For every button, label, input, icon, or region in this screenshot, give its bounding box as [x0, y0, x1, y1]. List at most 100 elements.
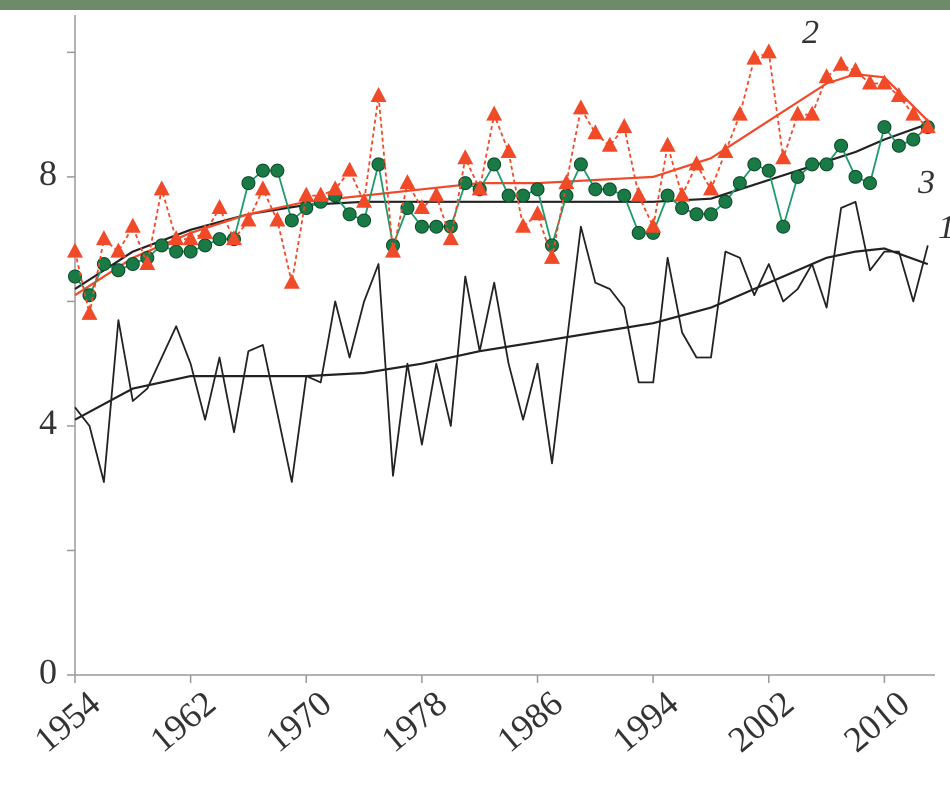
triangle-marker	[212, 199, 228, 214]
triangle-marker	[96, 230, 112, 245]
triangle-marker	[819, 68, 835, 83]
triangle-marker	[110, 243, 126, 258]
circle-marker	[907, 133, 920, 146]
circle-marker	[242, 177, 255, 190]
circle-marker	[372, 158, 385, 171]
circle-marker	[271, 164, 284, 177]
circle-marker	[155, 239, 168, 252]
y-tick-label: 4	[39, 402, 57, 442]
y-tick-label: 8	[39, 153, 57, 193]
triangle-marker	[660, 137, 676, 152]
triangle-marker	[616, 118, 632, 133]
triangle-marker	[327, 180, 343, 195]
circle-marker	[343, 208, 356, 221]
triangle-marker	[573, 99, 589, 114]
circle-marker	[806, 158, 819, 171]
triangle-marker	[544, 249, 560, 264]
triangle-marker	[399, 174, 415, 189]
trend-line	[75, 74, 928, 295]
triangle-marker	[443, 230, 459, 245]
circle-marker	[878, 121, 891, 134]
circle-marker	[199, 239, 212, 252]
circle-marker	[300, 202, 313, 215]
circle-marker	[777, 220, 790, 233]
circle-marker	[502, 189, 515, 202]
triangle-marker	[81, 305, 97, 320]
series-label: 3	[917, 164, 935, 201]
triangle-marker	[631, 187, 647, 202]
circle-marker	[126, 258, 139, 271]
circle-marker	[835, 139, 848, 152]
circle-marker	[256, 164, 269, 177]
circle-marker	[690, 208, 703, 221]
triangle-marker	[457, 149, 473, 164]
triangle-marker	[790, 106, 806, 121]
circle-marker	[415, 220, 428, 233]
circle-marker	[589, 183, 602, 196]
circle-marker	[719, 195, 732, 208]
x-tick-label: 1986	[489, 683, 570, 760]
circle-marker	[618, 189, 631, 202]
triangle-marker	[602, 137, 618, 152]
triangle-marker	[501, 143, 517, 158]
circle-marker	[661, 189, 674, 202]
circle-marker	[430, 220, 443, 233]
circle-marker	[863, 177, 876, 190]
triangle-marker	[732, 106, 748, 121]
series-label: 2	[802, 14, 819, 51]
x-tick-label: 1994	[605, 683, 686, 760]
triangle-marker	[775, 149, 791, 164]
x-tick-label: 1954	[27, 683, 108, 760]
circle-marker	[574, 158, 587, 171]
series-label: 1	[938, 209, 950, 246]
circle-marker	[632, 226, 645, 239]
triangle-marker	[703, 180, 719, 195]
x-tick-label: 2002	[720, 683, 801, 760]
chart: 0 4 8 1954 1962 1970 1978 1986 1994 2002 2010 13 2	[0, 0, 950, 793]
triangle-marker	[587, 124, 603, 139]
circle-marker	[603, 183, 616, 196]
triangle-marker	[486, 106, 502, 121]
triangle-marker	[833, 56, 849, 71]
triangle-marker	[674, 187, 690, 202]
x-tick-label: 2010	[836, 683, 917, 760]
circle-marker	[892, 139, 905, 152]
circle-marker	[791, 170, 804, 183]
triangle-marker	[891, 87, 907, 102]
triangle-marker	[154, 180, 170, 195]
circle-marker	[820, 158, 833, 171]
triangle-marker	[746, 50, 762, 65]
trend-line	[75, 124, 928, 289]
triangle-marker	[515, 218, 531, 233]
triangle-marker	[848, 62, 864, 77]
x-tick-label: 1978	[373, 683, 454, 760]
circle-marker	[849, 170, 862, 183]
circle-marker	[112, 264, 125, 277]
circle-marker	[285, 214, 298, 227]
circle-marker	[560, 189, 573, 202]
y-tick-label: 0	[39, 651, 57, 691]
triangle-marker	[689, 155, 705, 170]
triangle-marker	[371, 87, 387, 102]
circle-marker	[733, 177, 746, 190]
circle-marker	[358, 214, 371, 227]
x-tick-label: 1970	[258, 683, 339, 760]
circle-marker	[748, 158, 761, 171]
triangle-marker	[761, 43, 777, 58]
trend-line	[75, 249, 928, 420]
triangle-marker	[804, 106, 820, 121]
triangle-marker	[125, 218, 141, 233]
photo-strip	[0, 0, 950, 10]
triangle-marker	[67, 243, 83, 258]
circle-marker	[170, 245, 183, 258]
triangle-marker	[298, 187, 314, 202]
circle-marker	[213, 233, 226, 246]
triangle-marker	[284, 274, 300, 289]
circle-marker	[184, 245, 197, 258]
circle-marker	[762, 164, 775, 177]
x-tick-label: 1962	[142, 683, 223, 760]
circle-marker	[517, 189, 530, 202]
circle-marker	[531, 183, 544, 196]
circle-marker	[676, 202, 689, 215]
circle-marker	[488, 158, 501, 171]
